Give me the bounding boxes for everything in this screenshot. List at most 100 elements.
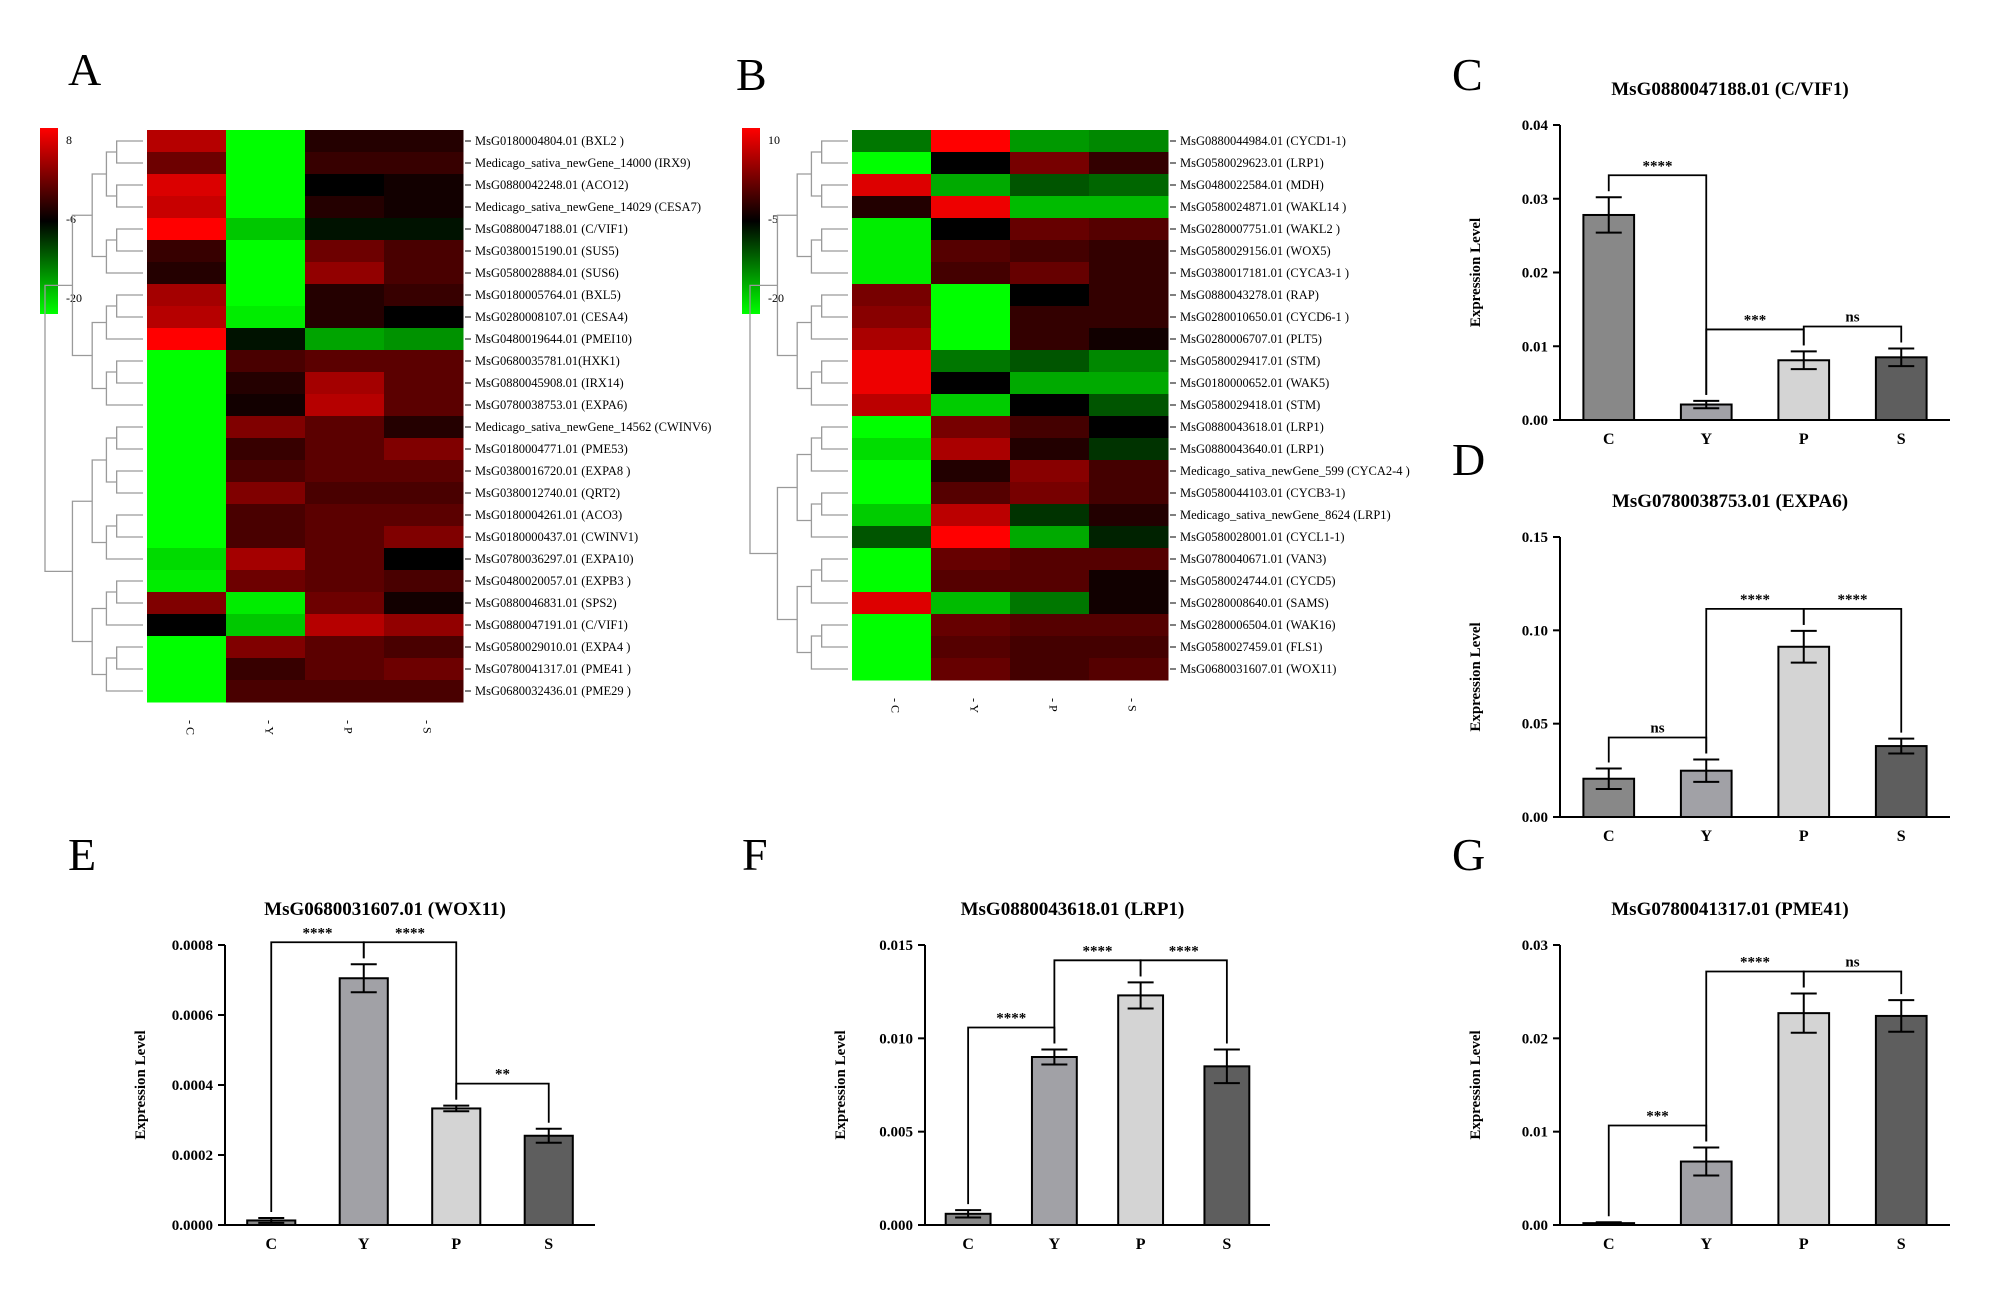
heatmap-cell [384, 460, 464, 483]
heatmap-cell [226, 482, 306, 505]
heatmap-cell [852, 152, 932, 175]
color-scale-label: -20 [66, 291, 82, 305]
heatmap-cell [305, 636, 385, 659]
dendrogram-branch [105, 305, 143, 340]
heatmap-cell [852, 636, 932, 659]
heatmap-cell [1010, 570, 1090, 593]
significance-bracket [1139, 959, 1228, 1044]
heatmap-cell [305, 482, 385, 505]
heatmap-cell [852, 130, 932, 153]
gene-label: MsG0280008640.01 (SAMS) [1180, 596, 1329, 610]
significance-label: **** [1838, 592, 1868, 608]
gene-label: Medicago_sativa_newGene_8624 (LRP1) [1180, 508, 1391, 522]
heatmap-cell [384, 526, 464, 549]
gene-label: MsG0280008107.01 (CESA4) [475, 310, 628, 324]
dendrogram-branch [810, 239, 848, 274]
heatmap-cell [1089, 526, 1169, 549]
heatmap-cell [384, 240, 464, 263]
heatmap-cell [931, 130, 1011, 153]
gene-label: MsG0580029417.01 (STM) [1180, 354, 1320, 368]
heatmap-cell [147, 284, 227, 307]
heatmap-cell [226, 416, 306, 439]
x-tick-label: Y [1700, 431, 1712, 448]
bar-chart-E: MsG0680031607.01 (WOX11) 0.0000 0.0002 0.00… [133, 899, 595, 1253]
heatmap-cell [384, 636, 464, 659]
dendrogram-branch [821, 426, 848, 450]
dendrogram-branch [821, 140, 848, 164]
significance-label: ns [1845, 955, 1859, 971]
heatmap-cell [226, 394, 306, 417]
heatmap-cell [931, 174, 1011, 197]
heatmap-cell [931, 570, 1011, 593]
dendrogram-branch [71, 500, 93, 643]
heatmap-cell [852, 548, 932, 571]
significance-bracket [1802, 325, 1903, 346]
heatmap-cell [147, 328, 227, 351]
dendrogram-branch [91, 459, 107, 544]
bar-S [1874, 745, 1928, 818]
heatmap-cell [305, 526, 385, 549]
gene-label: MsG0180004771.01 (PME53) [475, 442, 628, 456]
heatmap-cell [226, 262, 306, 285]
y-tick-label: 0.03 [1522, 192, 1548, 208]
heatmap-cell [1010, 218, 1090, 241]
heatmap-cell [1089, 284, 1169, 307]
heatmap-cell [226, 218, 306, 241]
heatmap-cell [305, 130, 385, 153]
heatmap-cell [931, 438, 1011, 461]
heatmap-cell [226, 592, 306, 615]
heatmap-cell [384, 438, 464, 461]
dendrogram-branch [116, 140, 143, 164]
heatmap-cell [931, 658, 1011, 681]
y-axis-label: Expression Level [133, 1030, 149, 1139]
heatmap-cell [1089, 350, 1169, 373]
heatmap-cell [305, 262, 385, 285]
heatmap-cell [1010, 416, 1090, 439]
heatmap-cell [1089, 328, 1169, 351]
x-tick-label: Y [1700, 828, 1712, 845]
gene-label: MsG0180004804.01 (BXL2 ) [475, 134, 624, 148]
heatmap-cell [384, 680, 464, 703]
gene-label: MsG0580044103.01 (CYCB3-1) [1180, 486, 1345, 500]
heatmap-cell [1089, 174, 1169, 197]
gene-label: MsG0580027459.01 (FLS1) [1180, 640, 1322, 654]
gene-label: MsG0180000437.01 (CWINV1) [475, 530, 638, 544]
heatmap-cell [852, 284, 932, 307]
chart-title: MsG0880047188.01 (C/VIF1) [1611, 79, 1848, 100]
heatmap-cell [1089, 262, 1169, 285]
heatmap-cell [226, 460, 306, 483]
heatmap-cell [931, 504, 1011, 527]
heatmap-cell [226, 658, 306, 681]
y-tick-label: 0.0002 [172, 1148, 213, 1164]
y-tick-label: 0.10 [1522, 623, 1548, 639]
heatmap-cell [1010, 460, 1090, 483]
gene-label: MsG0880043640.01 (LRP1) [1180, 442, 1324, 456]
y-tick-label: 0.0000 [172, 1218, 213, 1234]
bar-C [1582, 213, 1636, 421]
dendrogram-branch [796, 173, 812, 258]
heatmap-cell [852, 306, 932, 329]
heatmap-cell [1089, 570, 1169, 593]
heatmap-cell [1089, 218, 1169, 241]
bar-chart-G: MsG0780041317.01 (PME41) 0.00 0.01 0.02 0.03… [1468, 899, 1950, 1253]
dendrogram-branch [116, 426, 143, 450]
heatmap-cell [931, 350, 1011, 373]
chart-title: MsG0780038753.01 (EXPA6) [1612, 491, 1848, 512]
heatmap-cell [147, 680, 227, 703]
heatmap-cell [226, 240, 306, 263]
heatmap-cell [305, 394, 385, 417]
color-scale-label: -20 [768, 291, 784, 305]
heatmap-cell [852, 504, 932, 527]
gene-label: MsG0280006707.01 (PLT5) [1180, 332, 1322, 346]
panel-letter-C: C [1452, 49, 1483, 100]
y-tick-label: 0.0006 [172, 1008, 214, 1024]
heatmap-cell [852, 570, 932, 593]
y-tick-label: 0.01 [1522, 1125, 1548, 1141]
column-label: - C [889, 698, 903, 713]
gene-label: MsG0680032436.01 (PME29 ) [475, 684, 631, 698]
gene-label: MsG0480020057.01 (EXPB3 ) [475, 574, 631, 588]
dendrogram-branch [810, 305, 848, 340]
heatmap-cell [384, 152, 464, 175]
bar-P [431, 1107, 482, 1226]
chart-title: MsG0680031607.01 (WOX11) [264, 899, 506, 920]
